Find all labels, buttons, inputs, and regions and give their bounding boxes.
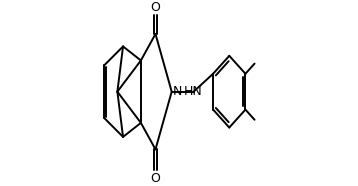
Text: HN: HN — [184, 85, 203, 98]
Text: N: N — [173, 85, 182, 98]
Text: O: O — [151, 1, 160, 14]
Text: O: O — [151, 172, 160, 185]
